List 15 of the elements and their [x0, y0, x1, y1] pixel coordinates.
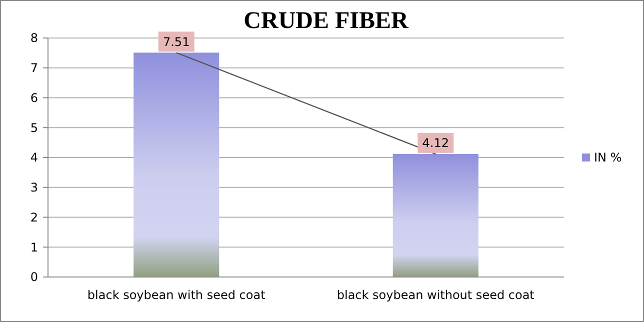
y-tick-label: 7	[30, 61, 38, 76]
chart-title: CRUDE FIBER	[244, 8, 410, 34]
y-tick-label: 0	[30, 270, 38, 284]
y-tick-label: 1	[30, 240, 38, 254]
y-tick-label: 8	[30, 31, 38, 46]
data-label: 7.51	[162, 34, 190, 49]
legend-label: IN %	[594, 150, 622, 165]
y-tick-label: 6	[30, 90, 38, 105]
y-tick-label: 3	[30, 180, 38, 195]
y-tick-label: 5	[30, 120, 38, 135]
x-tick-label: black soybean with seed coat	[87, 288, 266, 302]
y-tick-label: 4	[30, 150, 38, 165]
y-tick-label: 2	[30, 210, 38, 224]
data-label: 4.12	[422, 136, 450, 150]
x-tick-label: black soybean without seed coat	[336, 288, 535, 302]
